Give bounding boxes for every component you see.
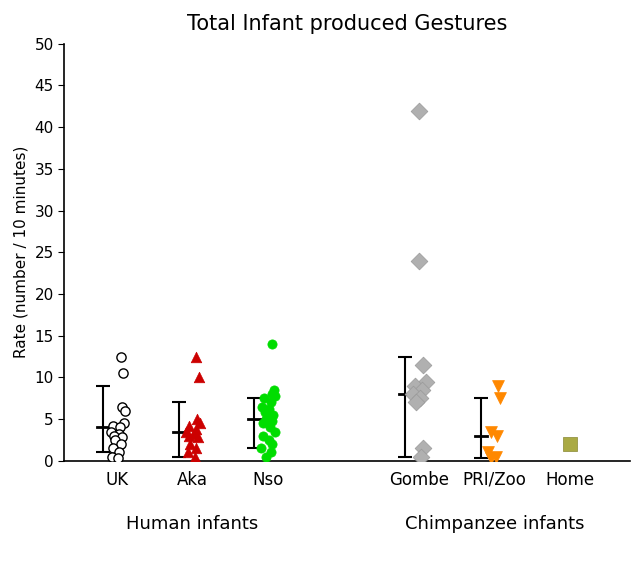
Point [183,448,193,457]
Point [416,452,426,461]
Point [108,422,118,430]
Point [261,415,271,424]
Point [270,391,281,400]
Point [114,448,124,457]
Title: Total Infant produced Gestures: Total Infant produced Gestures [187,14,507,34]
Point [117,433,128,442]
Point [107,452,117,461]
Point [184,431,194,440]
Point [258,419,269,428]
Point [116,439,126,448]
Y-axis label: Rate (number / 10 minutes): Rate (number / 10 minutes) [14,146,29,359]
Point [264,405,274,414]
Point [119,406,129,415]
Point [189,452,200,461]
Point [483,448,493,457]
Point [486,427,496,436]
Point [106,427,116,436]
Point [118,419,129,428]
Point [109,431,119,440]
Point [270,427,280,436]
Point [486,454,497,463]
Point [108,444,118,453]
Text: Chimpanzee infants: Chimpanzee infants [404,515,584,533]
Point [193,373,204,382]
Point [189,430,199,439]
Point [269,386,279,395]
Point [418,360,428,369]
Point [492,431,502,440]
Point [415,394,426,403]
Point [417,386,427,395]
Point [193,433,203,442]
Point [261,452,272,461]
Point [116,352,126,361]
Text: Human infants: Human infants [126,515,259,533]
Point [260,408,270,417]
Point [413,106,424,115]
Point [256,444,267,453]
Point [195,419,205,428]
Point [117,402,127,411]
Point [257,402,267,411]
Point [118,369,128,378]
Point [493,381,503,390]
Point [191,425,201,434]
Point [185,439,195,448]
Point [565,439,575,448]
Point [266,448,276,457]
Point [113,430,124,439]
Point [408,389,418,398]
Point [410,381,421,390]
Point [266,398,276,407]
Point [115,423,125,432]
Point [268,410,278,419]
Point [495,394,506,403]
Point [191,352,202,361]
Point [191,444,202,453]
Point [421,377,431,386]
Point [182,427,192,436]
Point [413,256,424,265]
Point [418,444,428,453]
Point [109,436,120,445]
Point [267,339,277,348]
Point [411,398,421,407]
Point [265,423,276,432]
Point [267,439,278,448]
Point [491,452,501,461]
Point [259,394,269,403]
Point [267,389,278,398]
Point [263,436,274,445]
Point [267,416,277,425]
Point [258,431,268,440]
Point [113,454,123,463]
Point [184,422,194,430]
Point [192,415,202,424]
